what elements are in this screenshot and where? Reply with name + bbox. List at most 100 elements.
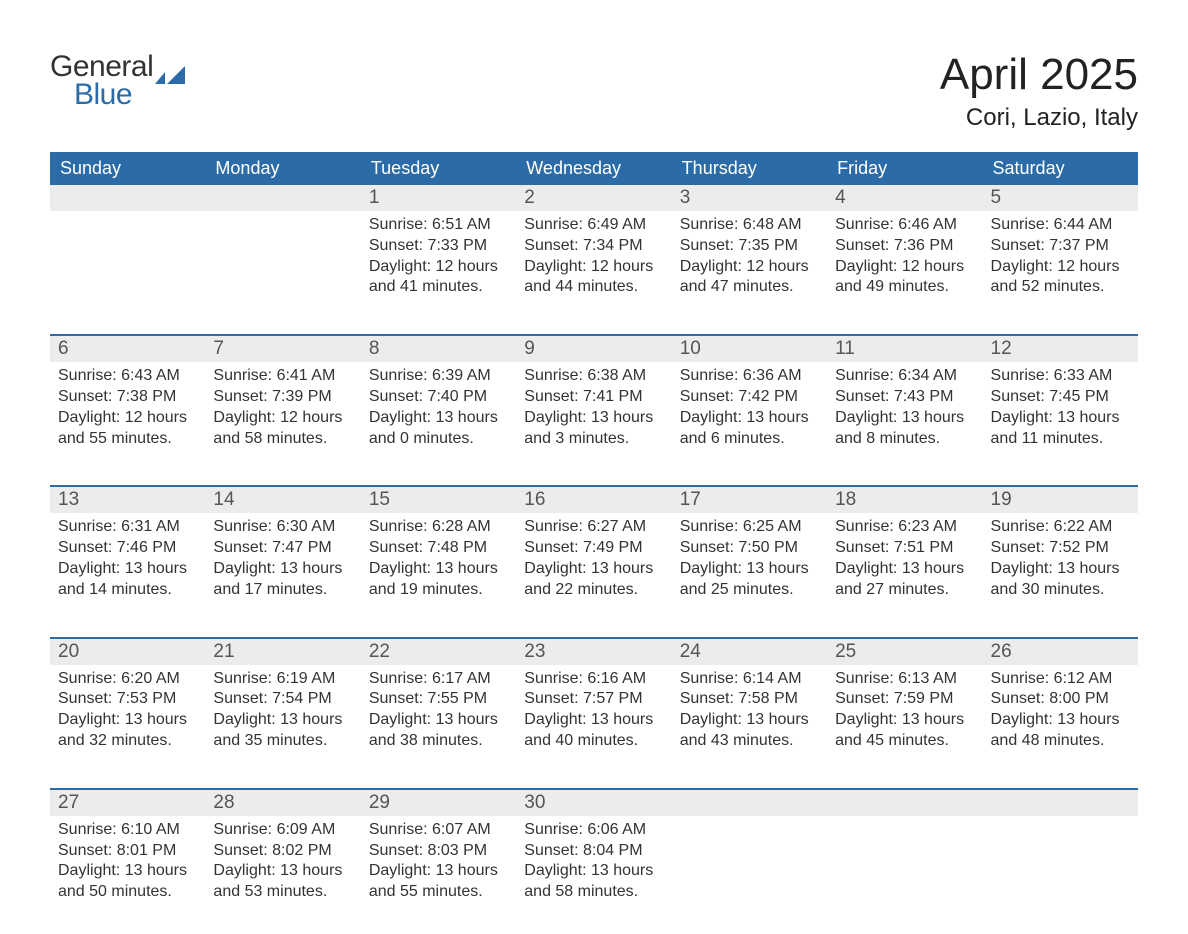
sunset-label: Sunset: [991, 237, 1050, 254]
sunset-value: 7:46 PM [117, 539, 177, 556]
daylight-label: Daylight: [369, 409, 436, 426]
day-cell: Sunrise: 6:23 AMSunset: 7:51 PMDaylight:… [827, 513, 982, 637]
header: General Blue April 2025 Cori, Lazio, Ita… [50, 50, 1138, 132]
daylight-line: Daylight: 13 hours and 53 minutes. [213, 861, 352, 903]
daylight-label: Daylight: [991, 409, 1058, 426]
sunrise-label: Sunrise: [680, 670, 743, 687]
daynum-cell [827, 789, 982, 816]
sunrise-line: Sunrise: 6:25 AM [680, 517, 819, 538]
sunset-value: 8:04 PM [583, 842, 643, 859]
sunset-line: Sunset: 7:49 PM [524, 538, 663, 559]
daynum-row: 20212223242526 [50, 638, 1138, 665]
sunset-line: Sunset: 7:54 PM [213, 689, 352, 710]
sunrise-line: Sunrise: 6:34 AM [835, 366, 974, 387]
sunrise-label: Sunrise: [369, 821, 432, 838]
sunrise-label: Sunrise: [991, 216, 1054, 233]
sunrise-value: 6:38 AM [587, 367, 646, 384]
daylight-label: Daylight: [835, 258, 902, 275]
sunrise-value: 6:48 AM [743, 216, 802, 233]
daylight-label: Daylight: [835, 560, 902, 577]
daylight-line: Daylight: 13 hours and 30 minutes. [991, 559, 1130, 601]
sunrise-line: Sunrise: 6:17 AM [369, 669, 508, 690]
sunrise-line: Sunrise: 6:19 AM [213, 669, 352, 690]
daylight-label: Daylight: [991, 560, 1058, 577]
day-cell: Sunrise: 6:48 AMSunset: 7:35 PM Daylight:… [672, 211, 827, 335]
sunset-value: 7:35 PM [738, 237, 798, 254]
sunrise-label: Sunrise: [835, 670, 898, 687]
sunset-line: Sunset: 8:04 PM [524, 841, 663, 862]
logo-flag-icon [155, 66, 185, 84]
day-cell: Sunrise: 6:22 AMSunset: 7:52 PMDaylight:… [983, 513, 1138, 637]
sunrise-line: Sunrise: 6:14 AM [680, 669, 819, 690]
sunrise-line: Sunrise: 6:48 AM [680, 215, 819, 236]
sunrise-line: Sunrise: 6:49 AM [524, 215, 663, 236]
daynum-cell: 27 [50, 789, 205, 816]
daylight-line: Daylight: 13 hours and 50 minutes. [58, 861, 197, 903]
day-cell: Sunrise: 6:09 AMSunset: 8:02 PMDaylight:… [205, 816, 360, 934]
sunrise-line: Sunrise: 6:38 AM [524, 366, 663, 387]
daylight-line: Daylight: 13 hours and 22 minutes. [524, 559, 663, 601]
sunrise-line: Sunrise: 6:16 AM [524, 669, 663, 690]
sunrise-label: Sunrise: [524, 367, 587, 384]
sunrise-value: 6:16 AM [587, 670, 646, 687]
sunset-label: Sunset: [369, 690, 428, 707]
sunset-line: Sunset: 7:52 PM [991, 538, 1130, 559]
sunset-value: 7:47 PM [272, 539, 332, 556]
sunset-line: Sunset: 7:48 PM [369, 538, 508, 559]
daylight-line: Daylight: 13 hours and 3 minutes. [524, 408, 663, 450]
daylight-line: Daylight: 13 hours and 8 minutes. [835, 408, 974, 450]
daylight-line: Daylight: 13 hours and 32 minutes. [58, 710, 197, 752]
sunset-label: Sunset: [680, 237, 739, 254]
sunset-label: Sunset: [369, 539, 428, 556]
daynum-cell: 6 [50, 335, 205, 362]
sunset-value: 8:00 PM [1049, 690, 1109, 707]
daynum-cell: 21 [205, 638, 360, 665]
daynum-cell: 16 [516, 486, 671, 513]
sunrise-value: 6:06 AM [587, 821, 646, 838]
sunrise-label: Sunrise: [991, 367, 1054, 384]
sunset-value: 7:54 PM [272, 690, 332, 707]
daylight-label: Daylight: [680, 258, 747, 275]
sunset-label: Sunset: [991, 539, 1050, 556]
content-row: Sunrise: 6:20 AMSunset: 7:53 PMDaylight:… [50, 665, 1138, 789]
daynum-cell: 25 [827, 638, 982, 665]
day-cell: Sunrise: 6:27 AMSunset: 7:49 PMDaylight:… [516, 513, 671, 637]
sunrise-label: Sunrise: [524, 821, 587, 838]
sunset-line: Sunset: 7:51 PM [835, 538, 974, 559]
daylight-label: Daylight: [213, 560, 280, 577]
dow-header-cell: Saturday [983, 152, 1138, 185]
daylight-label: Daylight: [213, 409, 280, 426]
daylight-label: Daylight: [524, 711, 591, 728]
daynum-cell: 5 [983, 185, 1138, 211]
sunrise-line: Sunrise: 6:09 AM [213, 820, 352, 841]
calendar-table-template: SundayMondayTuesdayWednesdayThursdayFrid… [50, 152, 1138, 934]
daylight-line: Daylight: 13 hours and 14 minutes. [58, 559, 197, 601]
sunrise-label: Sunrise: [213, 670, 276, 687]
daynum-cell: 28 [205, 789, 360, 816]
sunrise-value: 6:46 AM [898, 216, 957, 233]
dow-header-cell: Sunday [50, 152, 205, 185]
sunrise-value: 6:23 AM [898, 518, 957, 535]
sunrise-value: 6:10 AM [121, 821, 180, 838]
sunrise-label: Sunrise: [680, 216, 743, 233]
sunset-line: Sunset: 7:34 PM [524, 236, 663, 257]
daynum-row: 12345 [50, 185, 1138, 211]
daylight-line: Daylight: 12 hours and 49 minutes. [835, 257, 974, 299]
sunrise-line: Sunrise: 6:06 AM [524, 820, 663, 841]
daylight-label: Daylight: [991, 258, 1058, 275]
logo: General Blue [50, 50, 185, 112]
dow-header-cell: Monday [205, 152, 360, 185]
sunset-value: 7:40 PM [428, 388, 488, 405]
sunset-label: Sunset: [213, 842, 272, 859]
sunrise-line: Sunrise: 6:20 AM [58, 669, 197, 690]
sunrise-line: Sunrise: 6:39 AM [369, 366, 508, 387]
day-cell: Sunrise: 6:46 AMSunset: 7:36 PMDaylight:… [827, 211, 982, 335]
daylight-line: Daylight: 13 hours and 17 minutes. [213, 559, 352, 601]
sunrise-label: Sunrise: [213, 518, 276, 535]
sunset-label: Sunset: [213, 690, 272, 707]
sunrise-label: Sunrise: [369, 367, 432, 384]
day-cell: Sunrise: 6:30 AMSunset: 7:47 PMDaylight:… [205, 513, 360, 637]
daynum-cell: 24 [672, 638, 827, 665]
daynum-cell: 23 [516, 638, 671, 665]
daylight-line: Daylight: 13 hours and 40 minutes. [524, 710, 663, 752]
